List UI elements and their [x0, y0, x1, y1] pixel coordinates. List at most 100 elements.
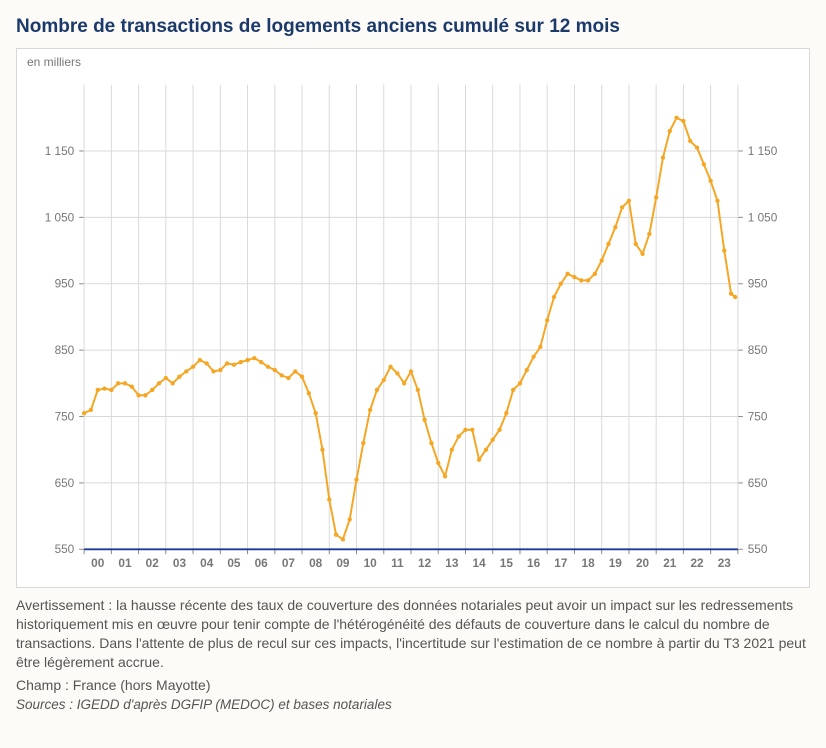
series-marker	[375, 388, 379, 392]
series-marker	[640, 252, 644, 256]
series-marker	[402, 381, 406, 385]
series-marker	[733, 295, 737, 299]
series-marker	[600, 258, 604, 262]
y-tick-label-right: 650	[748, 476, 768, 490]
y-tick-label-right: 850	[748, 343, 768, 357]
series-marker	[729, 292, 733, 296]
y-tick-label-left: 750	[55, 409, 75, 423]
series-marker	[661, 155, 665, 159]
y-tick-label-right: 1 050	[748, 210, 778, 224]
chart-title: Nombre de transactions de logements anci…	[16, 16, 810, 38]
series-marker	[307, 391, 311, 395]
series-marker	[259, 360, 263, 364]
series-marker	[354, 477, 358, 481]
series-marker	[531, 355, 535, 359]
series-marker	[368, 408, 372, 412]
series-marker	[123, 381, 127, 385]
warning-text: Avertissement : la hausse récente des ta…	[16, 596, 810, 672]
series-marker	[273, 368, 277, 372]
series-marker	[627, 199, 631, 203]
series-marker	[348, 517, 352, 521]
series-marker	[136, 393, 140, 397]
series-marker	[266, 365, 270, 369]
series-marker	[525, 368, 529, 372]
x-tick-label: 18	[582, 556, 596, 570]
series-marker	[327, 497, 331, 501]
series-marker	[722, 248, 726, 252]
series-marker	[170, 381, 174, 385]
series-marker	[518, 381, 522, 385]
x-tick-label: 09	[336, 556, 350, 570]
y-tick-label-left: 850	[55, 343, 75, 357]
series-marker	[504, 411, 508, 415]
champ-text: Champ : France (hors Mayotte)	[16, 677, 810, 693]
series-marker	[416, 388, 420, 392]
series-marker	[688, 139, 692, 143]
series-marker	[96, 388, 100, 392]
x-tick-label: 05	[227, 556, 241, 570]
x-tick-label: 15	[500, 556, 514, 570]
series-marker	[606, 242, 610, 246]
y-axis-unit-label: en milliers	[27, 55, 81, 69]
series-marker	[443, 474, 447, 478]
y-tick-label-right: 1 150	[748, 144, 778, 158]
series-marker	[382, 378, 386, 382]
series-marker	[552, 295, 556, 299]
series-marker	[715, 199, 719, 203]
series-marker	[579, 278, 583, 282]
series-marker	[450, 448, 454, 452]
series-marker	[293, 369, 297, 373]
series-marker	[409, 369, 413, 373]
series-marker	[565, 272, 569, 276]
series-marker	[232, 363, 236, 367]
series-marker	[491, 438, 495, 442]
series-marker	[668, 129, 672, 133]
series-marker	[436, 461, 440, 465]
series-marker	[102, 386, 106, 390]
series-marker	[463, 428, 467, 432]
y-tick-label-left: 650	[55, 476, 75, 490]
series-marker	[177, 375, 181, 379]
x-tick-label: 10	[364, 556, 378, 570]
series-marker	[674, 116, 678, 120]
series-marker	[211, 369, 215, 373]
x-tick-label: 06	[255, 556, 269, 570]
x-tick-label: 03	[173, 556, 187, 570]
y-tick-label-right: 550	[748, 542, 768, 556]
series-marker	[586, 278, 590, 282]
series-marker	[130, 384, 134, 388]
series-marker	[695, 145, 699, 149]
series-marker	[313, 411, 317, 415]
series-marker	[681, 119, 685, 123]
series-marker	[497, 428, 501, 432]
series-marker	[647, 232, 651, 236]
x-tick-label: 23	[718, 556, 732, 570]
series-marker	[429, 441, 433, 445]
line-chart: 5505506506507507508508509509501 0501 050…	[27, 57, 795, 579]
series-marker	[708, 179, 712, 183]
y-tick-label-right: 950	[748, 277, 768, 291]
series-line	[84, 118, 735, 540]
series-marker	[191, 365, 195, 369]
x-tick-label: 12	[418, 556, 432, 570]
series-marker	[164, 376, 168, 380]
series-marker	[572, 275, 576, 279]
series-marker	[620, 205, 624, 209]
series-marker	[470, 428, 474, 432]
series-marker	[545, 318, 549, 322]
series-marker	[218, 368, 222, 372]
series-marker	[511, 388, 515, 392]
series-marker	[109, 388, 113, 392]
x-tick-label: 21	[663, 556, 677, 570]
series-marker	[388, 365, 392, 369]
x-tick-label: 14	[473, 556, 487, 570]
sources-text: Sources : IGEDD d'après DGFIP (MEDOC) et…	[16, 697, 810, 712]
y-tick-label-right: 750	[748, 409, 768, 423]
series-marker	[205, 361, 209, 365]
series-marker	[286, 376, 290, 380]
series-marker	[538, 345, 542, 349]
x-tick-label: 11	[391, 556, 404, 570]
series-marker	[89, 408, 93, 412]
x-tick-label: 08	[309, 556, 323, 570]
x-tick-label: 02	[146, 556, 160, 570]
